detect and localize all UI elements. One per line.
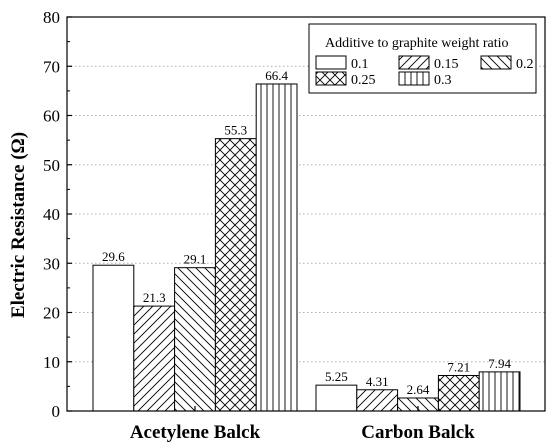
data-label-2-0.3: 7.94	[488, 356, 511, 371]
legend-label-0.2: 0.2	[516, 57, 534, 72]
data-label-2-0.25: 7.21	[447, 359, 470, 374]
bar-2-0.3	[478, 371, 521, 412]
category-label-2: Carbon Balck	[361, 422, 475, 443]
bar-1-0.15	[133, 305, 176, 412]
data-label-1-0.15: 21.3	[143, 290, 166, 305]
bar-1-0.1	[92, 264, 135, 412]
legend: Additive to graphite weight ratio 0.1 0.1…	[308, 23, 537, 94]
bar-1-0.3	[255, 83, 298, 412]
category-label-1: Acetylene Balck	[130, 422, 261, 443]
bars	[92, 83, 521, 412]
y-tick-label-50: 50	[43, 156, 60, 175]
y-axis-title: Electric Resistance (Ω)	[8, 132, 29, 318]
y-tick-label-20: 20	[43, 304, 60, 323]
bar-1-0.2	[174, 267, 216, 412]
bar-1-0.25	[214, 138, 257, 412]
legend-swatch-0.2	[480, 55, 512, 70]
data-label-1-0.3: 66.4	[265, 68, 288, 83]
legend-swatch-0.1	[315, 55, 347, 70]
y-tick-label-30: 30	[43, 254, 60, 273]
y-tick-label-80: 80	[43, 8, 60, 27]
bar-2-0.15	[356, 389, 399, 412]
data-labels: 29.6 21.3 29.1 55.3 66.4 5.25 4.31 2.64 7.21 7.94	[102, 68, 511, 397]
data-label-1-0.1: 29.6	[102, 249, 125, 264]
y-tick-label-0: 0	[52, 402, 61, 421]
legend-label-0.1: 0.1	[351, 57, 369, 72]
data-label-1-0.2: 29.1	[184, 252, 207, 267]
y-tick-label-70: 70	[43, 57, 60, 76]
legend-title: Additive to graphite weight ratio	[325, 36, 509, 51]
legend-swatch-0.15	[398, 55, 430, 70]
axes: 0 10 20 30 40 50 60 70 80 Acetylene Balck Carbon B…	[43, 8, 546, 443]
bar-2-0.25	[437, 374, 480, 412]
legend-label-0.15: 0.15	[434, 57, 459, 72]
legend-swatch-0.3	[398, 71, 430, 86]
legend-label-0.3: 0.3	[434, 73, 452, 88]
legend-swatch-0.25	[315, 71, 347, 86]
legend-label-0.25: 0.25	[351, 73, 376, 88]
y-tick-label-60: 60	[43, 107, 60, 126]
y-tick-label-40: 40	[43, 205, 60, 224]
y-tick-label-10: 10	[43, 353, 60, 372]
data-label-2-0.15: 4.31	[366, 374, 389, 389]
data-label-1-0.25: 55.3	[224, 123, 247, 138]
bar-2-0.1	[315, 384, 358, 412]
data-label-2-0.1: 5.25	[325, 369, 348, 384]
data-label-2-0.2: 2.64	[407, 382, 430, 397]
